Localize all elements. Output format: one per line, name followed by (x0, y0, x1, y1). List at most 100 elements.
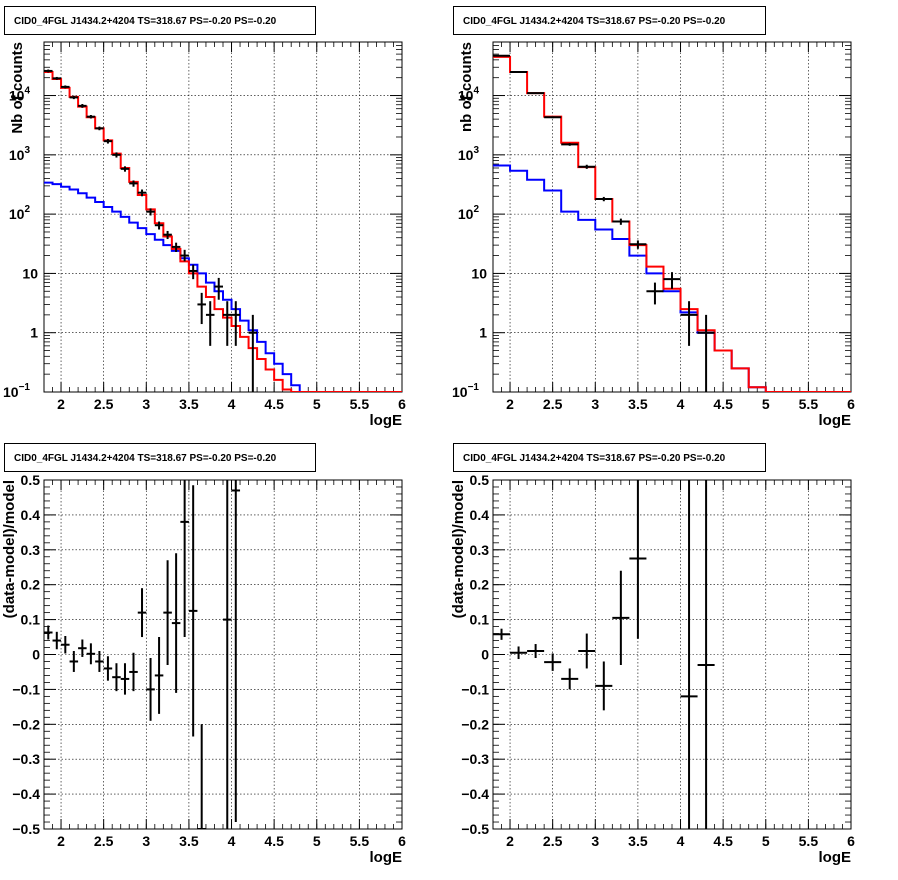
x-axis-label: logE (819, 849, 852, 866)
data-point (493, 54, 511, 57)
data-point (663, 272, 681, 289)
data-point (680, 301, 698, 346)
chart-title: CID0_4FGL J1434.2+4204 TS=318.67 PS=-0.2… (14, 16, 277, 27)
x-axis-label: logE (370, 849, 403, 866)
y-tick-label: −0.5 (12, 821, 40, 837)
data-point (146, 208, 155, 216)
data-point (197, 292, 206, 325)
x-tick-label: 3.5 (179, 396, 199, 412)
residual-point (527, 644, 545, 658)
residual-point (612, 570, 630, 665)
x-tick-label: 4 (228, 396, 236, 412)
residual-point (129, 652, 138, 692)
y-tick-exp: −1 (468, 382, 480, 393)
x-tick-label: 3 (142, 396, 150, 412)
data-point (612, 218, 630, 225)
x-tick-label: 3 (142, 833, 150, 849)
residual-point (629, 480, 647, 639)
residual-point (171, 553, 181, 693)
y-tick-base: 10 (22, 265, 38, 281)
residual-point (61, 636, 70, 654)
data-point (697, 314, 715, 392)
y-tick-label: 102 (458, 204, 480, 222)
plot-area (493, 54, 851, 392)
y-tick-label: −0.3 (12, 751, 40, 767)
x-tick-label: 4.5 (713, 396, 733, 412)
grid (493, 42, 851, 392)
panel-top-left: CID0_4FGL J1434.2+4204 TS=318.67 PS=-0.2… (3, 6, 406, 429)
residual-point (510, 646, 528, 660)
y-tick-base: 1 (30, 325, 38, 341)
y-tick-label: 104 (458, 86, 480, 104)
y-tick-label: −0.1 (12, 681, 40, 697)
residual-point (595, 661, 613, 711)
data-point (223, 301, 232, 346)
x-tick-label: 4.5 (713, 833, 733, 849)
data-point (544, 116, 562, 119)
x-tick-label: 4.5 (264, 833, 284, 849)
data-point (129, 180, 138, 187)
x-tick-label: 2 (57, 396, 65, 412)
panel-top-right: CID0_4FGL J1434.2+4204 TS=318.67 PS=-0.2… (452, 6, 855, 429)
y-tick-label: 0 (32, 647, 40, 663)
x-tick-label: 5 (762, 833, 770, 849)
x-tick-label: 4 (228, 833, 236, 849)
y-tick-base: 10 (3, 384, 19, 400)
data-point (231, 301, 241, 346)
panel-bottom-left: CID0_4FGL J1434.2+4204 TS=318.67 PS=-0.2… (1, 443, 406, 866)
data-point (205, 301, 215, 346)
x-tick-label: 3.5 (179, 833, 199, 849)
y-tick-label: 0.3 (21, 542, 41, 558)
x-tick-label: 6 (398, 396, 406, 412)
y-tick-label: 0.2 (21, 577, 41, 593)
y-tick-base: 10 (458, 88, 474, 104)
data-point (595, 196, 613, 202)
y-tick-exp: −1 (19, 382, 31, 393)
x-tick-label: 4 (677, 833, 685, 849)
x-tick-label: 2 (57, 833, 65, 849)
residual-point (697, 480, 715, 829)
x-tick-label: 3 (591, 833, 599, 849)
data-point (214, 277, 223, 300)
x-tick-label: 3.5 (628, 833, 648, 849)
plot-area (44, 69, 402, 392)
y-tick-label: 102 (9, 204, 31, 222)
data-point (52, 76, 62, 80)
data-point (163, 230, 172, 240)
title-box (4, 443, 316, 472)
plot-area (44, 480, 241, 829)
y-tick-base: 10 (458, 206, 474, 222)
residual-point (561, 668, 579, 690)
x-tick-label: 2.5 (94, 833, 114, 849)
residual-point (44, 625, 53, 640)
y-tick-label: −0.2 (12, 716, 40, 732)
data-point (154, 221, 164, 230)
residual-point (120, 663, 130, 695)
x-tick-label: 5 (762, 396, 770, 412)
grid (44, 42, 402, 392)
residual-point (86, 643, 96, 665)
data-point (61, 85, 70, 89)
x-tick-label: 3.5 (628, 396, 648, 412)
x-tick-label: 6 (847, 833, 855, 849)
y-tick-base: 10 (471, 265, 487, 281)
x-tick-label: 2.5 (94, 396, 114, 412)
y-tick-label: 0.4 (21, 507, 41, 523)
y-tick-base: 10 (9, 147, 25, 163)
data-point (578, 164, 596, 169)
y-tick-exp: 2 (473, 204, 479, 215)
y-tick-exp: 4 (473, 86, 479, 97)
data-point (86, 114, 96, 119)
y-tick-label: 0.4 (470, 507, 490, 523)
data-point (248, 314, 258, 392)
y-tick-label: 1 (479, 325, 487, 341)
x-tick-label: 6 (847, 396, 855, 412)
residual-point (180, 480, 189, 638)
data-point (44, 69, 53, 73)
title-box (4, 6, 316, 35)
y-axis-label: nb of counts (458, 42, 475, 132)
data-point (629, 240, 647, 249)
residual-point (95, 651, 104, 672)
y-tick-label: 1 (30, 325, 38, 341)
